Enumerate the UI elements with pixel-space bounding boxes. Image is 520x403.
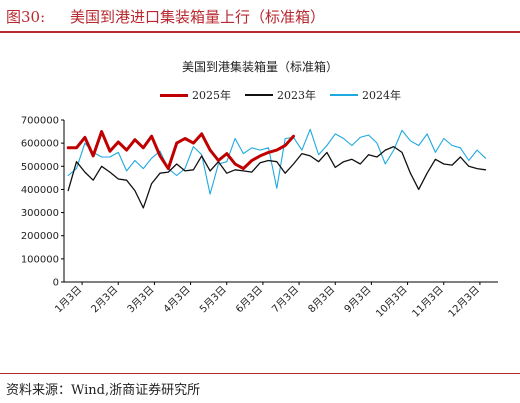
figure-number: 图30: (6, 8, 46, 26)
x-tick-label: 7月3日 (270, 284, 302, 316)
x-tick-label: 12月3日 (446, 284, 482, 320)
x-tick-label: 4月3日 (161, 284, 193, 316)
x-tick-label: 5月3日 (197, 284, 229, 316)
series-line-2023年 (67, 145, 487, 209)
chart-legend: 2025年 2023年 2024年 (160, 87, 415, 103)
source-note: 资料来源：Wind,浙商证券研究所 (6, 383, 201, 398)
figure-header: 图30: 美国到港进口集装箱量上行（标准箱） (0, 0, 520, 32)
figure-title: 美国到港进口集装箱量上行（标准箱） (70, 8, 326, 26)
legend-label-2023: 2023年 (277, 89, 316, 102)
series-line-2025年 (66, 130, 295, 171)
legend-item-2023: 2023年 (245, 87, 316, 103)
y-tick-label: 100000 (21, 254, 59, 265)
x-tick-label: 3月3日 (125, 284, 157, 316)
y-tick-label: 600000 (21, 139, 59, 150)
y-tick-label: 400000 (21, 185, 59, 196)
line-chart: 0 100000 200000 300000 400000 500000 600000 700… (21, 116, 498, 320)
y-tick-label: 300000 (21, 208, 59, 219)
footer-divider (0, 373, 520, 374)
legend-label-2025: 2025年 (192, 89, 231, 102)
y-tick-label: 500000 (21, 162, 59, 173)
series-line-2024年 (67, 128, 487, 195)
legend-item-2025: 2025年 (160, 87, 231, 103)
chart-title: 美国到港集装箱量（标准箱） (181, 60, 338, 74)
x-tick-label: 6月3日 (233, 284, 265, 316)
y-tick-label: 700000 (21, 116, 59, 127)
x-tick-label: 10月3日 (374, 284, 410, 320)
x-tick-label: 11月3日 (410, 284, 446, 320)
x-tick-label: 8月3日 (306, 284, 338, 316)
legend-swatch-2025 (160, 93, 188, 97)
legend-label-2024: 2024年 (362, 89, 401, 102)
legend-item-2024: 2024年 (330, 87, 401, 103)
legend-swatch-2024 (330, 94, 358, 96)
y-tick-label: 0 (53, 278, 59, 289)
y-tick-label: 200000 (21, 231, 59, 242)
x-tick-label: 9月3日 (342, 284, 374, 316)
x-tick-label: 2月3日 (89, 284, 121, 316)
legend-swatch-2023 (245, 94, 273, 96)
header-divider (0, 31, 520, 33)
